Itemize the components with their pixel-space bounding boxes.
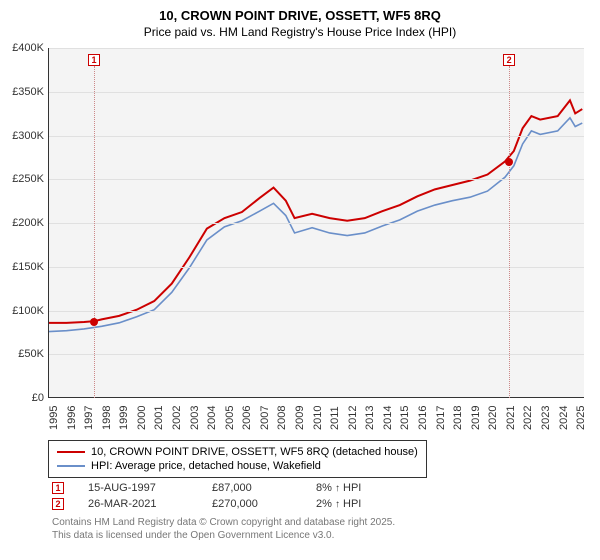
legend-swatch (57, 451, 85, 453)
y-tick-label: £100K (0, 305, 44, 317)
gridline (49, 223, 584, 224)
title-block: 10, CROWN POINT DRIVE, OSSETT, WF5 8RQ P… (0, 0, 600, 39)
y-tick-label: £50K (0, 348, 44, 360)
y-tick-label: £0 (0, 392, 44, 404)
marker-dotted-line (509, 66, 510, 398)
x-tick-label: 2018 (452, 406, 464, 430)
x-tick-label: 2010 (312, 406, 324, 430)
event-row: 2 26-MAR-2021 £270,000 2% ↑ HPI (48, 494, 584, 510)
x-tick-label: 1995 (48, 406, 60, 430)
y-tick-label: £400K (0, 42, 44, 54)
x-tick-label: 2004 (206, 406, 218, 430)
chart-subtitle: Price paid vs. HM Land Registry's House … (0, 25, 600, 39)
plot-area (48, 48, 584, 398)
attribution: Contains HM Land Registry data © Crown c… (48, 510, 584, 542)
event-row: 1 15-AUG-1997 £87,000 8% ↑ HPI (48, 478, 584, 494)
x-tick-label: 2005 (224, 406, 236, 430)
marker-dotted-line (94, 66, 95, 398)
attribution-line-2: This data is licensed under the Open Gov… (52, 529, 584, 542)
x-tick-label: 2016 (417, 406, 429, 430)
x-tick-label: 2021 (505, 406, 517, 430)
x-tick-label: 2014 (382, 406, 394, 430)
x-tick-label: 2013 (364, 406, 376, 430)
gridline (49, 311, 584, 312)
series-line (49, 118, 582, 332)
x-tick-label: 2022 (522, 406, 534, 430)
event-pct: 8% ↑ HPI (316, 482, 361, 494)
gridline (49, 92, 584, 93)
x-tick-label: 2024 (558, 406, 570, 430)
x-tick-label: 2012 (347, 406, 359, 430)
marker-box: 2 (503, 54, 515, 66)
x-tick-label: 2001 (153, 406, 165, 430)
x-tick-label: 2025 (575, 406, 587, 430)
legend-label: 10, CROWN POINT DRIVE, OSSETT, WF5 8RQ (… (91, 446, 418, 458)
chart-container: 10, CROWN POINT DRIVE, OSSETT, WF5 8RQ P… (0, 0, 600, 560)
series-line (49, 100, 582, 322)
marker-point (90, 318, 98, 326)
x-tick-label: 2017 (435, 406, 447, 430)
events-list: 1 15-AUG-1997 £87,000 8% ↑ HPI 2 26-MAR-2021 £… (48, 478, 584, 510)
legend-and-footer: 10, CROWN POINT DRIVE, OSSETT, WF5 8RQ (… (48, 440, 584, 542)
event-date: 15-AUG-1997 (88, 482, 188, 494)
y-tick-label: £350K (0, 86, 44, 98)
legend-label: HPI: Average price, detached house, Wake… (91, 460, 321, 472)
x-tick-label: 1996 (66, 406, 78, 430)
x-tick-label: 2023 (540, 406, 552, 430)
y-tick-label: £200K (0, 217, 44, 229)
legend-row: 10, CROWN POINT DRIVE, OSSETT, WF5 8RQ (… (57, 445, 418, 459)
attribution-line-1: Contains HM Land Registry data © Crown c… (52, 516, 584, 529)
gridline (49, 48, 584, 49)
x-tick-label: 2019 (470, 406, 482, 430)
event-price: £87,000 (212, 482, 292, 494)
x-tick-label: 2003 (189, 406, 201, 430)
chart-title: 10, CROWN POINT DRIVE, OSSETT, WF5 8RQ (0, 8, 600, 23)
y-tick-label: £150K (0, 261, 44, 273)
x-tick-label: 2015 (399, 406, 411, 430)
x-tick-label: 2009 (294, 406, 306, 430)
gridline (49, 354, 584, 355)
event-date: 26-MAR-2021 (88, 498, 188, 510)
x-tick-label: 2020 (487, 406, 499, 430)
event-price: £270,000 (212, 498, 292, 510)
gridline (49, 267, 584, 268)
x-tick-label: 2002 (171, 406, 183, 430)
x-tick-label: 1998 (101, 406, 113, 430)
event-marker-box: 2 (52, 498, 64, 510)
y-tick-label: £250K (0, 173, 44, 185)
marker-point (505, 158, 513, 166)
x-tick-label: 1999 (118, 406, 130, 430)
x-tick-label: 2007 (259, 406, 271, 430)
marker-box: 1 (88, 54, 100, 66)
legend-box: 10, CROWN POINT DRIVE, OSSETT, WF5 8RQ (… (48, 440, 427, 478)
x-tick-label: 2000 (136, 406, 148, 430)
event-marker-box: 1 (52, 482, 64, 494)
gridline (49, 136, 584, 137)
x-tick-label: 1997 (83, 406, 95, 430)
legend-swatch (57, 465, 85, 467)
x-tick-label: 2008 (276, 406, 288, 430)
y-tick-label: £300K (0, 130, 44, 142)
x-tick-label: 2006 (241, 406, 253, 430)
event-pct: 2% ↑ HPI (316, 498, 361, 510)
gridline (49, 179, 584, 180)
x-tick-label: 2011 (329, 406, 341, 430)
legend-row: HPI: Average price, detached house, Wake… (57, 459, 418, 473)
